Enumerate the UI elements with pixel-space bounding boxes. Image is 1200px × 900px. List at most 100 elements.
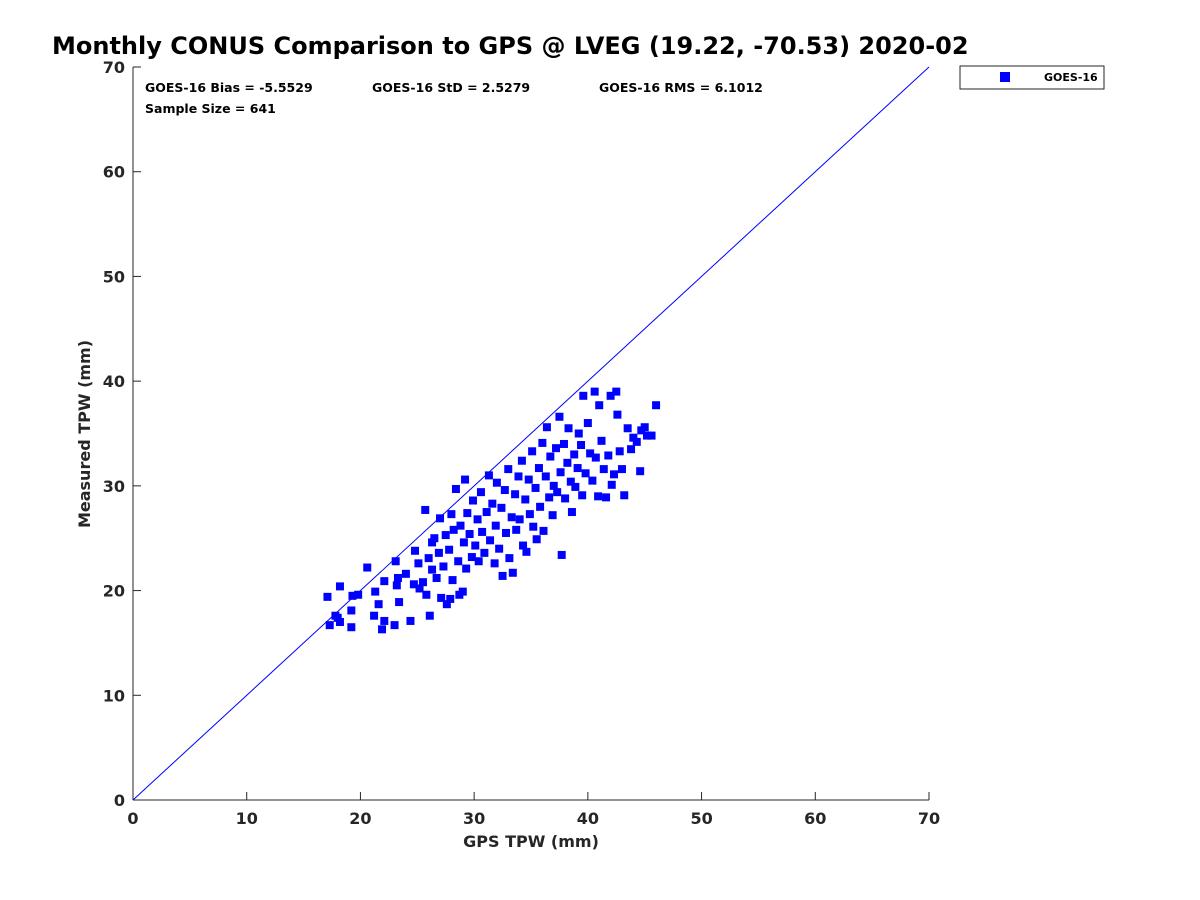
data-point	[640, 423, 649, 432]
legend-box	[959, 65, 1105, 90]
x-tick-label: 40	[577, 809, 599, 828]
data-point	[476, 488, 485, 497]
data-point	[439, 562, 448, 571]
x-tick-label: 30	[463, 809, 485, 828]
data-point	[613, 410, 622, 419]
data-point	[380, 577, 389, 586]
data-point	[647, 431, 656, 440]
data-point	[557, 550, 566, 559]
data-point	[564, 424, 573, 433]
std-annotation: GOES-16 StD = 2.5279	[372, 80, 530, 95]
data-point	[515, 515, 524, 524]
legend-marker-square	[1000, 72, 1010, 82]
data-point	[371, 587, 380, 596]
rms-annotation: GOES-16 RMS = 6.1012	[599, 80, 763, 95]
data-point	[380, 616, 389, 625]
data-point	[538, 438, 547, 447]
data-point	[463, 509, 472, 518]
data-point	[414, 559, 423, 568]
y-tick-label: 60	[103, 163, 125, 182]
data-point	[545, 493, 554, 502]
data-point	[492, 478, 501, 487]
data-point	[529, 522, 538, 531]
x-tick-label: 50	[690, 809, 712, 828]
data-point	[548, 511, 557, 520]
x-tick-label: 0	[127, 809, 138, 828]
data-point	[531, 483, 540, 492]
data-point	[522, 547, 531, 556]
data-point	[411, 546, 420, 555]
y-axis-ticks: 0 10 20 30 40 50 60 70	[103, 58, 141, 810]
data-point	[465, 530, 474, 539]
data-point	[474, 557, 483, 566]
x-tick-label: 70	[918, 809, 940, 828]
data-point	[511, 490, 520, 499]
data-point	[642, 431, 651, 440]
data-point	[632, 437, 641, 446]
data-point	[604, 451, 613, 460]
data-point	[390, 621, 399, 630]
data-point	[471, 541, 480, 550]
data-point	[556, 468, 565, 477]
y-tick-label: 50	[103, 267, 125, 286]
data-point	[428, 538, 437, 547]
data-point	[602, 493, 611, 502]
data-point	[473, 515, 482, 524]
data-point	[335, 617, 344, 626]
data-point	[422, 590, 431, 599]
data-point	[430, 534, 439, 543]
data-point	[549, 481, 558, 490]
data-point	[445, 545, 454, 554]
data-point	[521, 495, 530, 504]
data-point	[579, 391, 588, 400]
data-point	[590, 387, 599, 396]
data-point	[425, 611, 434, 620]
data-point	[610, 470, 619, 479]
data-point	[363, 563, 372, 572]
data-point	[458, 587, 467, 596]
data-point	[325, 621, 334, 630]
data-point	[437, 593, 446, 602]
data-point	[570, 450, 579, 459]
stats-annotations: GOES-16 Bias = -5.5529 GOES-16 StD = 2.5…	[145, 80, 763, 116]
data-point	[623, 424, 632, 433]
data-point	[573, 464, 582, 473]
x-tick-label: 60	[804, 809, 826, 828]
data-point	[512, 525, 521, 534]
data-point	[421, 505, 430, 514]
data-point	[505, 554, 514, 563]
one-to-one-reference-line	[132, 66, 930, 801]
data-point	[488, 499, 497, 508]
data-point	[612, 387, 621, 396]
data-point	[374, 600, 383, 609]
data-point	[442, 600, 451, 609]
data-point	[578, 491, 587, 500]
data-point	[449, 525, 458, 534]
data-point	[323, 592, 332, 601]
data-point	[586, 449, 595, 458]
data-point	[495, 544, 504, 553]
data-point	[409, 580, 418, 589]
data-point	[599, 465, 608, 474]
data-point	[478, 527, 487, 536]
y-tick-label: 0	[114, 791, 125, 810]
data-point	[571, 482, 580, 491]
data-point	[514, 472, 523, 481]
data-point	[347, 623, 356, 632]
data-point	[335, 582, 344, 591]
legend-label: GOES-16	[1044, 71, 1098, 84]
data-point	[532, 535, 541, 544]
x-tick-label: 10	[236, 809, 258, 828]
data-point	[525, 510, 534, 519]
data-point	[627, 445, 636, 454]
data-point	[498, 571, 507, 580]
data-point	[393, 574, 402, 583]
data-point	[447, 510, 456, 519]
data-point	[406, 616, 415, 625]
data-point	[555, 412, 564, 421]
data-point	[454, 557, 463, 566]
data-point	[588, 476, 597, 485]
data-point	[539, 526, 548, 535]
data-point	[490, 559, 499, 568]
